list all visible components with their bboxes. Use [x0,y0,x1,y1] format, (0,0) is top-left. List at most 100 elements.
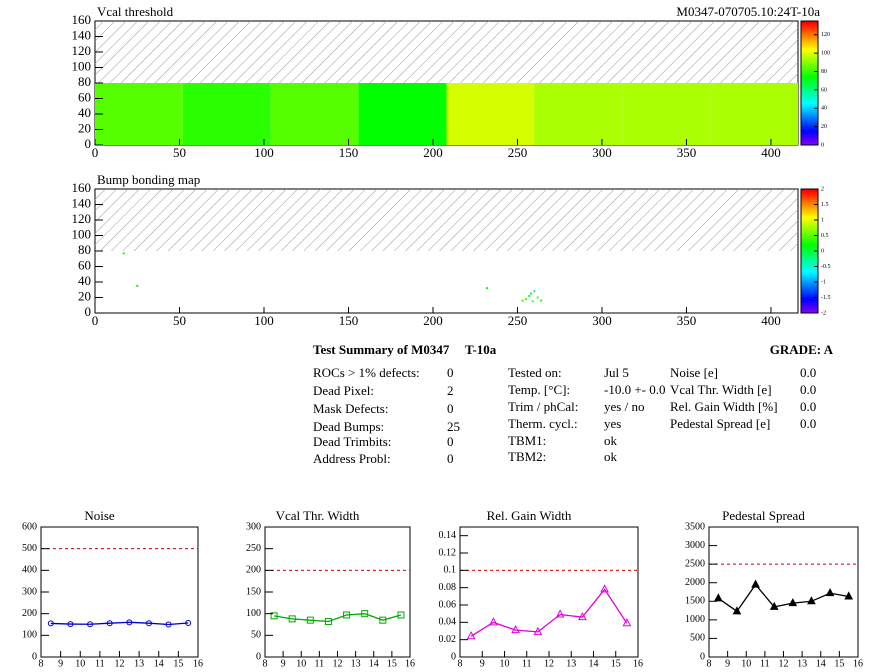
summary-value: 0 [447,365,454,380]
x-tick-label: 400 [761,313,781,328]
x-tick-label: 100 [254,145,274,160]
color-bar-segment [801,203,818,207]
color-bar-segment [801,275,818,279]
y-tick-label: 100 [72,226,92,241]
x-tick-label: 12 [333,658,343,669]
color-bar-segment [801,294,818,297]
summary-value: yes / no [604,399,644,414]
marker [47,620,54,627]
marker [788,598,798,607]
color-bar-segment [801,78,818,82]
y-tick-label: 0 [85,304,92,319]
y-tick-label: 100 [246,608,261,619]
marker [489,617,498,626]
x-tick-label: 10 [500,658,510,669]
summary-value: 0 [447,434,454,449]
color-bar-segment [801,255,818,258]
color-bar-segment [801,132,818,136]
marker [578,612,587,621]
x-tick-label: 16 [853,658,863,669]
color-bar-segment [801,217,818,221]
color-bar-segment [801,85,818,88]
y-tick-label: 0 [451,651,456,662]
chart-title: Pedestal Spread [722,508,805,523]
marker [379,616,387,624]
color-bar-segment [801,257,818,260]
color-bar-segment [801,52,818,55]
heatmap-cell [710,83,798,145]
x-tick-label: 16 [633,658,643,669]
hatched-region [95,21,798,83]
x-tick-label: 350 [677,145,697,160]
bump-point [536,296,539,299]
z-tick-label: -2 [821,310,826,316]
x-tick-label: 150 [339,313,359,328]
color-bar-segment [801,215,818,219]
color-bar-segment [801,122,818,125]
y-tick-label: 500 [690,633,705,644]
color-bar-segment [801,41,818,45]
color-bar-segment [801,23,818,26]
marker [185,619,192,626]
y-tick-label: 0.06 [439,599,457,610]
x-tick-label: 15 [834,658,844,669]
y-tick-label: 160 [72,180,92,195]
marker [807,596,816,605]
color-bar-segment [801,189,818,192]
color-bar-segment [801,267,818,271]
marker [324,617,332,625]
y-tick-label: 140 [72,27,92,42]
x-tick-label: 100 [254,313,274,328]
y-tick-label: 2500 [685,558,705,569]
y-tick-label: 300 [22,586,37,597]
y-tick-label: 200 [246,565,261,576]
z-tick-label: 20 [821,124,827,130]
color-bar-segment [801,222,818,225]
bump-point [122,252,125,255]
color-bar-segment [801,29,818,32]
y-tick-label: 2000 [685,577,705,588]
x-tick-label: 14 [816,658,826,669]
y-tick-label: 300 [246,521,261,532]
marker [511,625,520,634]
y-tick-label: 1000 [685,614,705,625]
color-bar-segment [801,253,818,256]
x-tick-label: 9 [58,658,63,669]
x-tick-label: 15 [173,658,183,669]
color-bar-segment [801,87,818,90]
summary-value: ok [604,433,618,448]
y-tick-label: 100 [22,630,37,641]
x-tick-label: 8 [263,658,268,669]
chart-subtitle: M0347-070705.10:24T-10a [676,4,820,19]
z-tick-label: 80 [821,69,827,75]
heatmap-cell [182,83,271,145]
marker [466,631,476,640]
color-bar-segment [801,211,818,215]
x-tick-label: 50 [173,313,186,328]
color-bar-segment [801,109,818,113]
color-bar-segment [801,105,818,109]
x-tick-label: 10 [296,658,306,669]
x-tick-label: 250 [508,145,528,160]
color-bar-segment [801,99,818,103]
summary-value: Jul 5 [604,365,629,380]
summary-value: 0.0 [800,382,816,397]
color-bar-segment [801,209,818,213]
z-tick-label: -1 [821,279,826,285]
marker [306,616,314,624]
color-bar-segment [801,292,818,295]
x-tick-label: 300 [592,313,612,328]
color-bar-segment [801,64,818,67]
color-bar-segment [801,107,818,111]
color-bar-segment [801,230,818,233]
y-tick-label: 80 [78,242,91,257]
color-bar-segment [801,191,818,194]
summary-value: 0.0 [800,399,816,414]
x-tick-label: 16 [193,658,203,669]
color-bar-segment [801,37,818,41]
y-tick-label: 0 [32,651,37,662]
summary-label: TBM2: [508,449,546,464]
color-bar-segment [801,298,818,302]
color-bar-segment [801,296,818,300]
bump-point [531,300,534,303]
